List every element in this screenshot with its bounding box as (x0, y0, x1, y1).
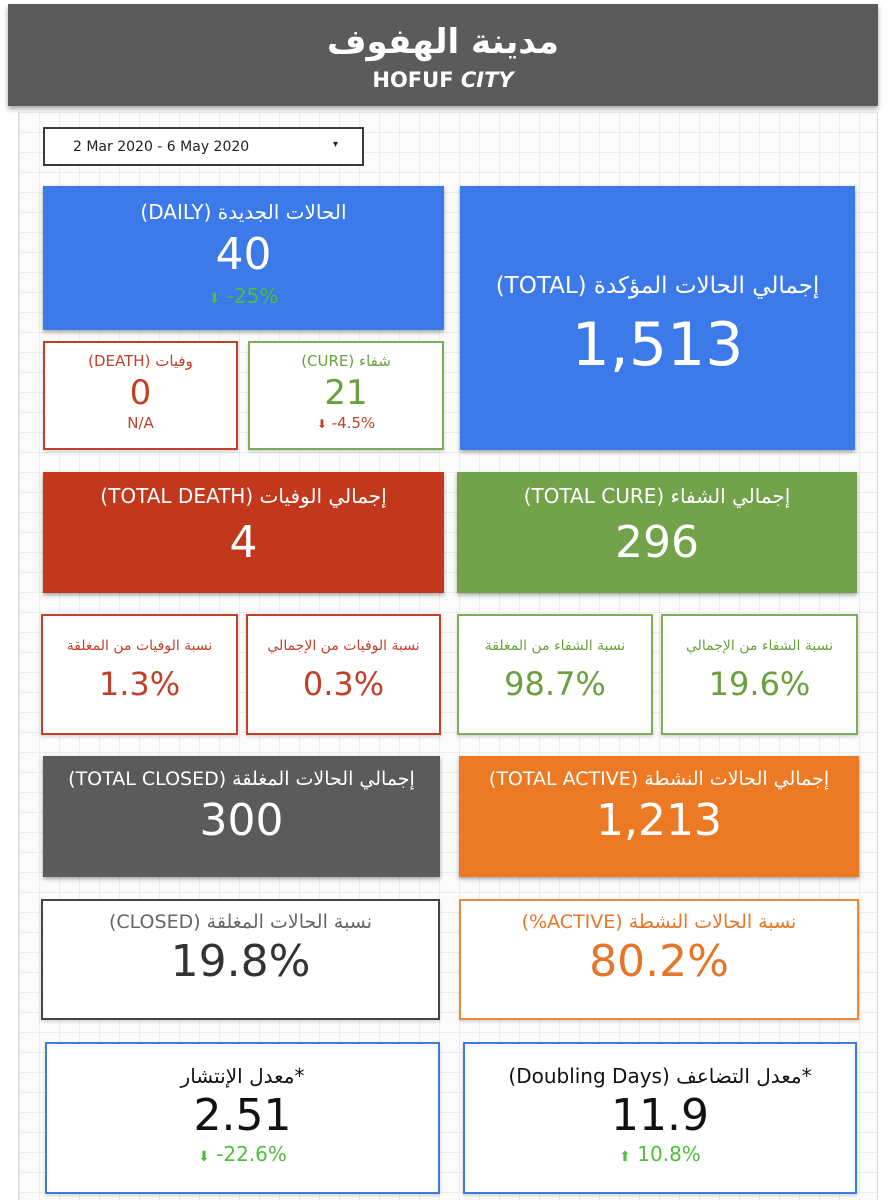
total-cure-value: 296 (615, 517, 699, 568)
arrow-up-icon: ⬆ (619, 1149, 631, 1165)
date-range-picker[interactable]: 2 Mar 2020 - 6 May 2020 ▾ (43, 127, 364, 166)
new-cases-change: ⬇ -25% (43, 284, 444, 308)
death-daily-label: وفيات (DEATH) (88, 352, 193, 370)
city-title-arabic: مدينة الهفوف (327, 22, 559, 62)
cure-rate-closed-card: نسبة الشفاء من المغلقة 98.7% (457, 614, 653, 735)
total-death-card: إجمالي الوفيات (TOTAL DEATH) 4 (43, 472, 444, 593)
page-header: مدينة الهفوف HOFUF CITY (8, 4, 878, 106)
arrow-down-icon: ⬇ (208, 291, 221, 307)
closed-percent-label: نسبة الحالات المغلقة (CLOSED) (108, 911, 373, 933)
death-daily-change: N/A (127, 414, 154, 432)
total-cure-card: إجمالي الشفاء (TOTAL CURE) 296 (457, 472, 857, 593)
death-daily-card: وفيات (DEATH) 0 N/A (43, 341, 238, 450)
closed-percent-card: نسبة الحالات المغلقة (CLOSED) 19.8% (41, 899, 440, 1020)
cure-daily-card: شفاء (CURE) 21 ⬇ -4.5% (248, 341, 444, 450)
total-active-value: 1,213 (596, 795, 722, 846)
death-rate-closed-value: 1.3% (98, 665, 181, 703)
new-cases-card: الحالات الجديدة (DAILY) 40 ⬇ -25% (43, 186, 444, 330)
city-title-english: HOFUF CITY (8, 66, 878, 94)
new-cases-label: الحالات الجديدة (DAILY) (140, 200, 347, 224)
active-percent-value: 80.2% (589, 936, 729, 987)
active-percent-card: نسبة الحالات النشطة (ACTIVE%) 80.2% (459, 899, 859, 1020)
total-death-value: 4 (229, 517, 258, 568)
cure-daily-change: ⬇ -4.5% (250, 414, 442, 432)
new-cases-change-value: -25% (226, 284, 279, 308)
cure-daily-label: شفاء (CURE) (301, 352, 391, 370)
death-daily-value: 0 (129, 373, 152, 413)
total-closed-label: إجمالي الحالات المغلقة (TOTAL CLOSED) (68, 768, 415, 790)
chevron-down-icon[interactable]: ▾ (332, 139, 338, 150)
closed-percent-value: 19.8% (170, 936, 311, 987)
date-range-value: 2 Mar 2020 - 6 May 2020 (73, 139, 250, 155)
doubling-days-change-value: 10.8% (637, 1142, 701, 1166)
total-confirmed-value: 1,513 (571, 310, 744, 380)
cure-rate-total-label: نسبة الشفاء من الإجمالي (685, 638, 834, 654)
doubling-days-label: *معدل التضاعف (Doubling Days) (508, 1064, 812, 1088)
cure-daily-value: 21 (324, 373, 368, 413)
death-rate-total-label: نسبة الوفيات من الإجمالي (267, 638, 420, 654)
spread-rate-change: ⬇ -22.6% (47, 1142, 438, 1166)
spread-rate-card: *معدل الإنتشار 2.51 ⬇ -22.6% (45, 1042, 440, 1194)
cure-daily-change-value: -4.5% (331, 414, 376, 432)
total-closed-card: إجمالي الحالات المغلقة (TOTAL CLOSED) 30… (43, 756, 440, 877)
arrow-down-icon: ⬇ (316, 417, 327, 431)
death-rate-closed-label: نسبة الوفيات من المغلقة (66, 638, 213, 654)
doubling-days-card: *معدل التضاعف (Doubling Days) 11.9 ⬆ 10.… (463, 1042, 857, 1194)
spread-rate-value: 2.51 (193, 1090, 292, 1141)
cure-rate-closed-label: نسبة الشفاء من المغلقة (484, 638, 626, 654)
spread-rate-change-value: -22.6% (216, 1142, 287, 1166)
arrow-down-icon: ⬇ (198, 1149, 210, 1165)
new-cases-value: 40 (215, 229, 272, 280)
total-closed-value: 300 (199, 795, 284, 846)
death-rate-closed-card: نسبة الوفيات من المغلقة 1.3% (41, 614, 238, 735)
total-confirmed-label: إجمالي الحالات المؤكدة (TOTAL) (495, 273, 820, 299)
total-cure-label: إجمالي الشفاء (TOTAL CURE) (523, 484, 791, 508)
total-confirmed-card: إجمالي الحالات المؤكدة (TOTAL) 1,513 (460, 186, 855, 450)
active-percent-label: نسبة الحالات النشطة (ACTIVE%) (521, 911, 797, 933)
cure-rate-closed-value: 98.7% (504, 665, 606, 703)
total-active-label: إجمالي الحالات النشطة (TOTAL ACTIVE) (488, 768, 830, 790)
spread-rate-label: *معدل الإنتشار (180, 1064, 305, 1088)
city-title-english-main: HOFUF (372, 68, 454, 92)
cure-rate-total-value: 19.6% (708, 665, 811, 703)
death-rate-total-value: 0.3% (302, 665, 385, 703)
death-rate-total-card: نسبة الوفيات من الإجمالي 0.3% (246, 614, 441, 735)
doubling-days-change: ⬆ 10.8% (465, 1142, 855, 1166)
doubling-days-value: 11.9 (611, 1090, 709, 1141)
city-title-english-italic: CITY (460, 68, 514, 92)
cure-rate-total-card: نسبة الشفاء من الإجمالي 19.6% (661, 614, 858, 735)
total-death-label: إجمالي الوفيات (TOTAL DEATH) (100, 484, 387, 508)
total-active-card: إجمالي الحالات النشطة (TOTAL ACTIVE) 1,2… (459, 756, 859, 877)
